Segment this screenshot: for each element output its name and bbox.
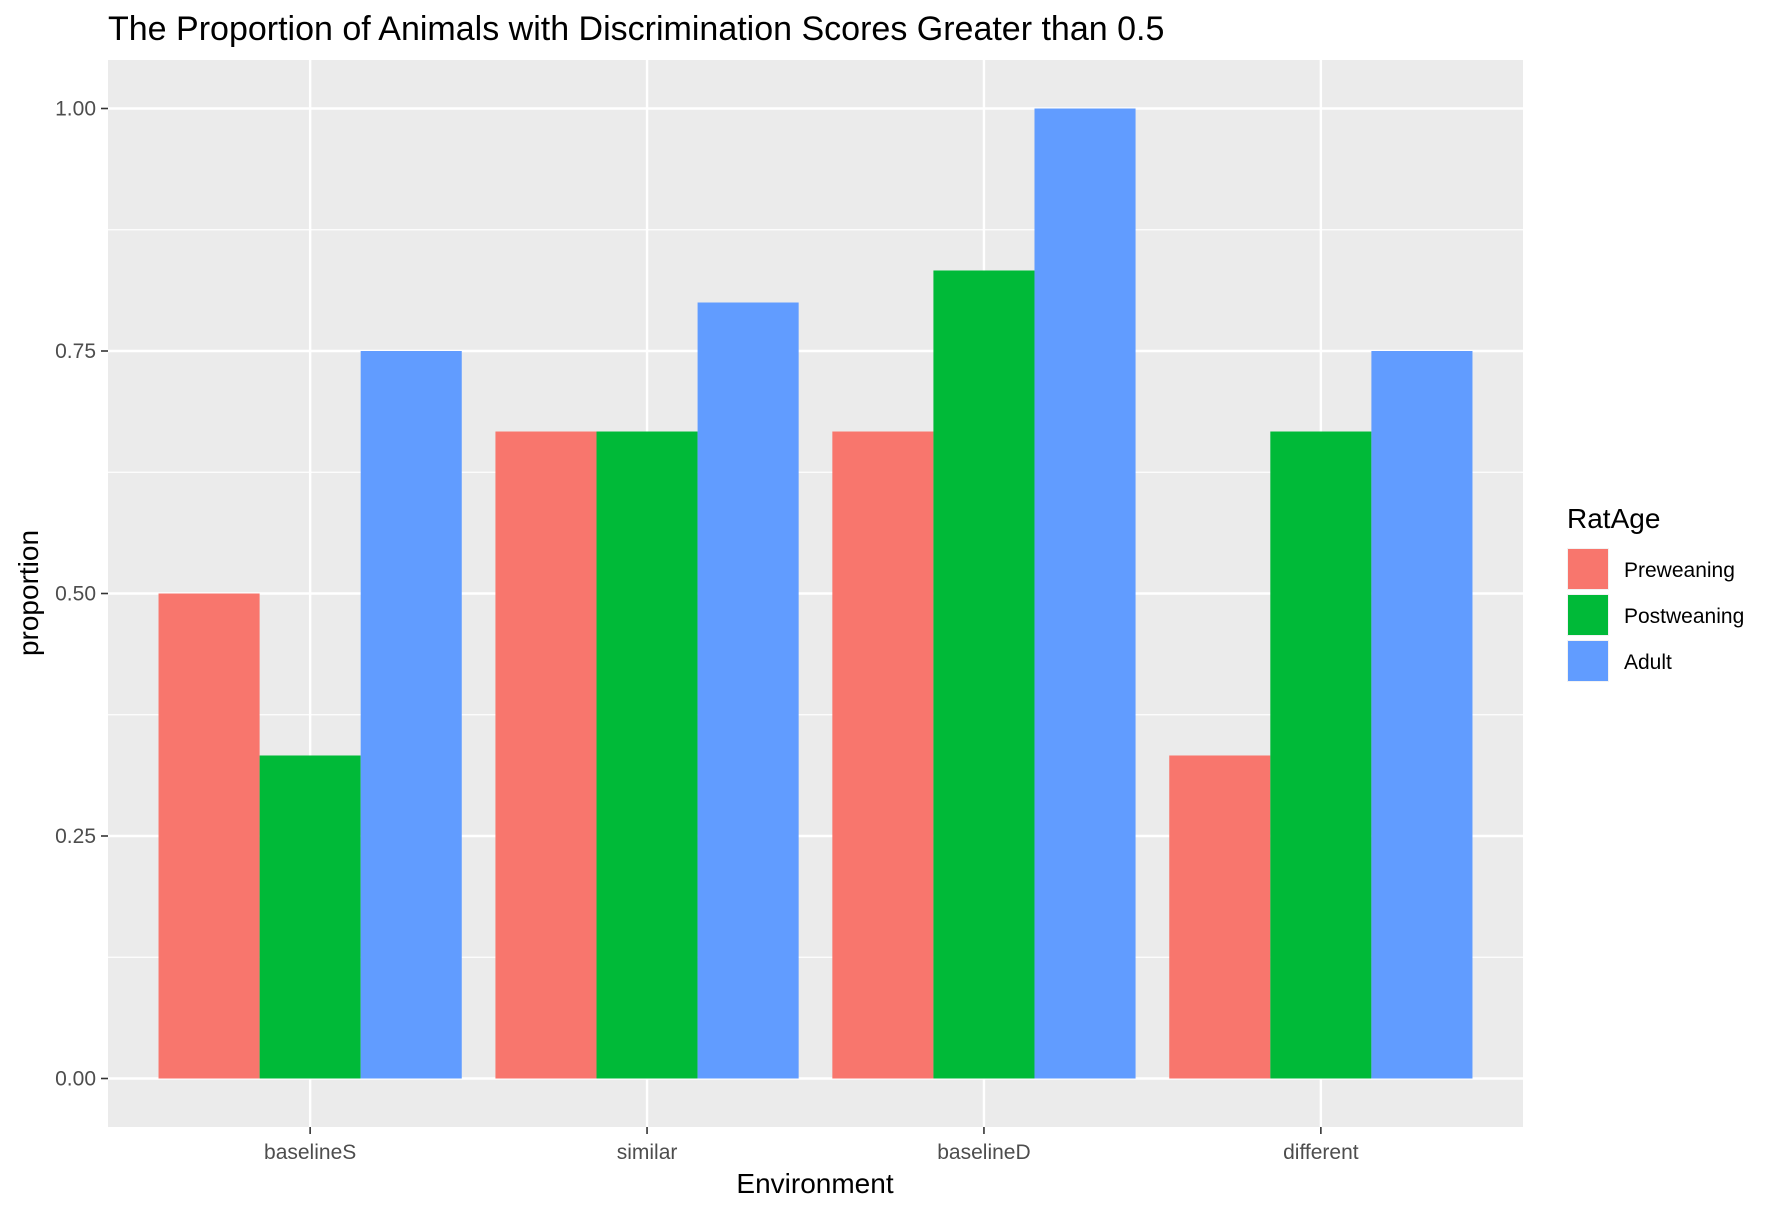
bar-preweaning-baselines xyxy=(158,593,260,1079)
x-axis-title: Environment xyxy=(736,1168,893,1199)
y-tick-label: 0.00 xyxy=(55,1068,96,1091)
legend-key-preweaning xyxy=(1568,549,1608,589)
bar-postweaning-different xyxy=(1270,431,1372,1079)
legend-label-adult: Adult xyxy=(1624,651,1672,674)
bar-preweaning-different xyxy=(1169,755,1271,1079)
x-axis: baselineS similar baselineD different xyxy=(264,1127,1359,1164)
legend-key-adult xyxy=(1568,641,1608,681)
chart-title: The Proportion of Animals with Discrimin… xyxy=(108,10,1164,48)
bar-adult-baselined xyxy=(1034,108,1136,1079)
y-tick-label: 0.50 xyxy=(55,583,96,606)
x-tick-label: baselineD xyxy=(937,1141,1030,1164)
bars-group xyxy=(158,108,1473,1079)
bar-postweaning-baselines xyxy=(259,755,361,1079)
bar-preweaning-similar xyxy=(495,431,597,1079)
bar-adult-baselines xyxy=(360,351,462,1079)
legend-title: RatAge xyxy=(1567,503,1660,534)
bar-adult-different xyxy=(1371,351,1473,1079)
x-tick-label: different xyxy=(1283,1141,1359,1164)
y-axis-title: proportion xyxy=(13,530,44,656)
bar-adult-similar xyxy=(697,302,799,1079)
y-axis: 0.00 0.25 0.50 0.75 1.00 xyxy=(55,98,108,1091)
x-tick-label: similar xyxy=(617,1141,678,1164)
bar-postweaning-similar xyxy=(596,431,698,1079)
legend: RatAge Preweaning Postweaning Adult xyxy=(1567,503,1744,682)
bar-preweaning-baselined xyxy=(832,431,934,1079)
y-tick-label: 0.75 xyxy=(55,340,96,363)
legend-label-postweaning: Postweaning xyxy=(1624,605,1744,628)
y-tick-label: 1.00 xyxy=(55,98,96,121)
legend-label-preweaning: Preweaning xyxy=(1624,559,1735,582)
bar-postweaning-baselined xyxy=(933,270,1035,1079)
y-tick-label: 0.25 xyxy=(55,825,96,848)
x-tick-label: baselineS xyxy=(264,1141,356,1164)
legend-key-postweaning xyxy=(1568,595,1608,635)
